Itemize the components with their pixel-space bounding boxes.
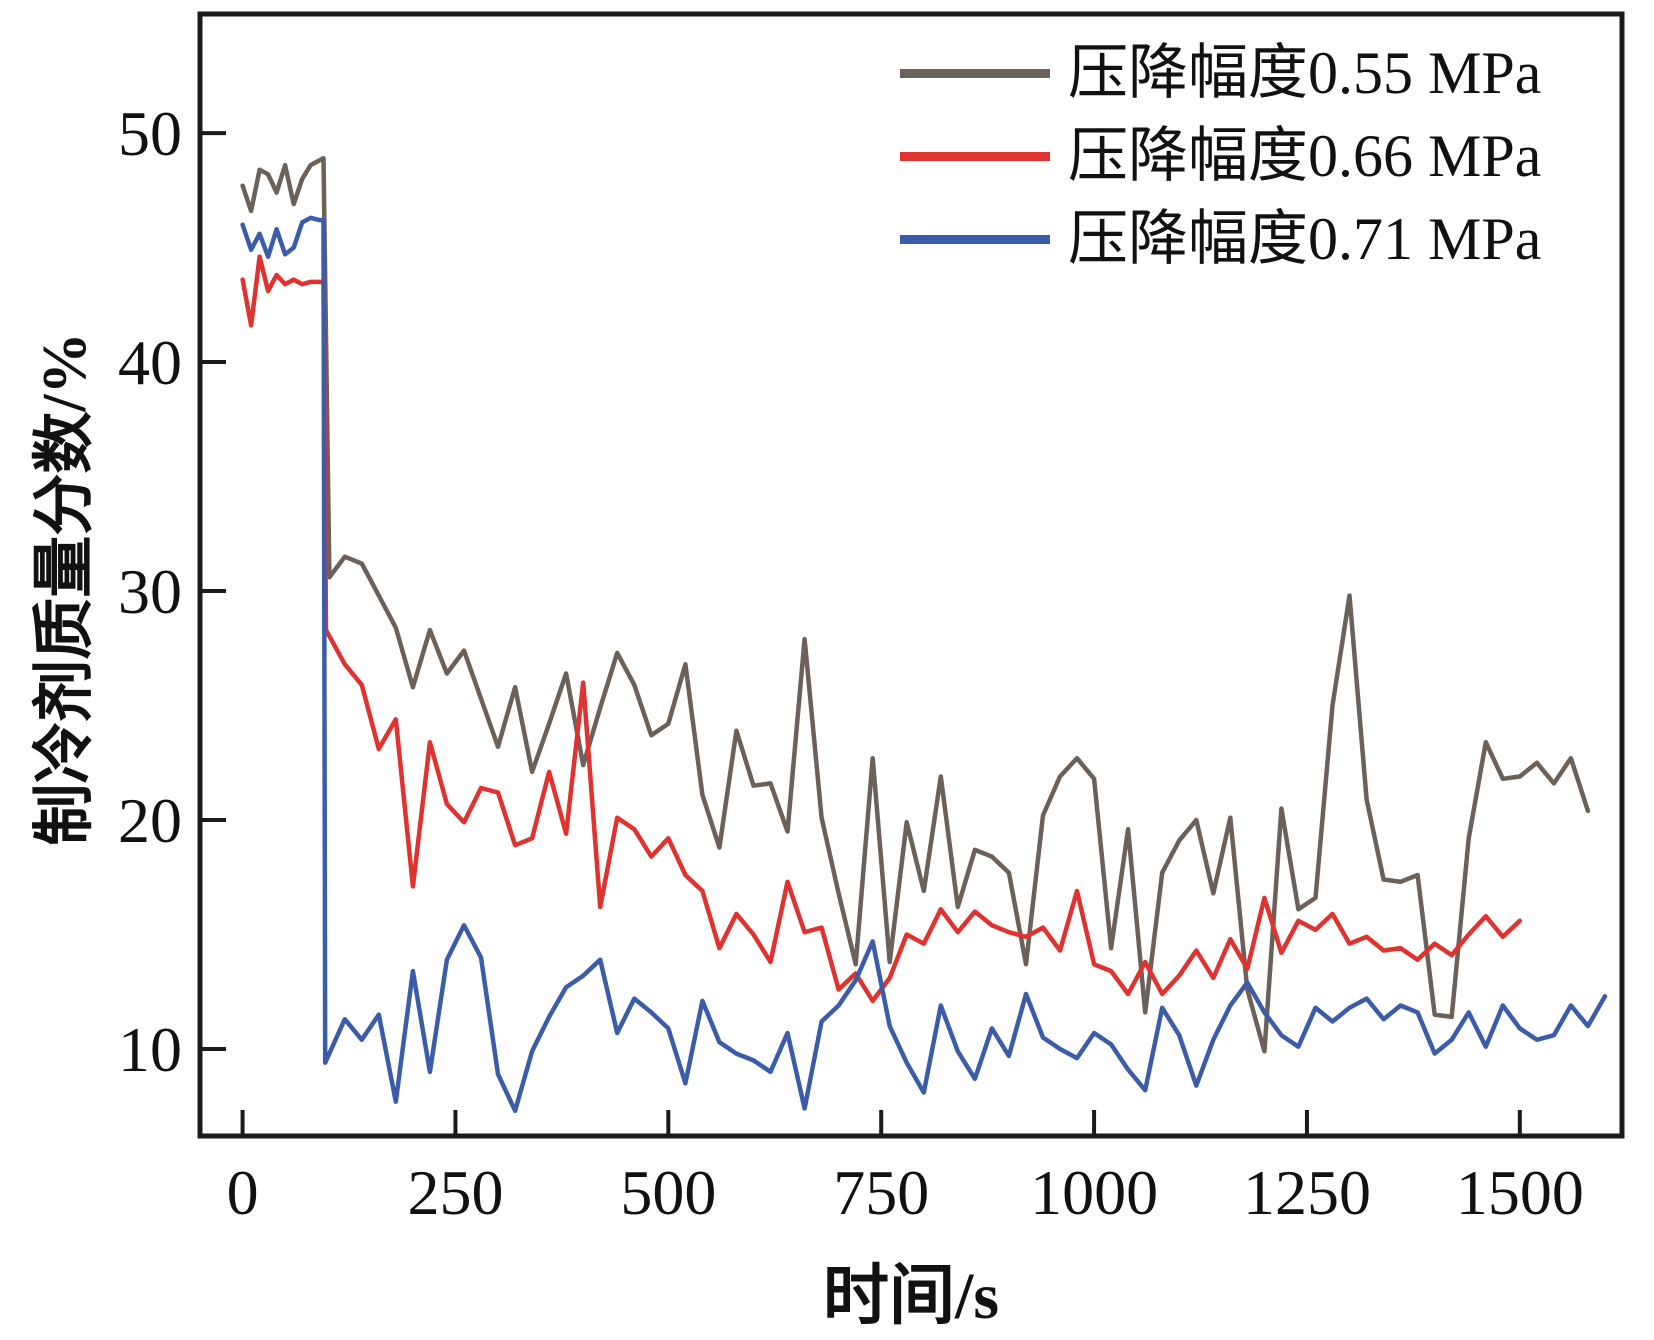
series-line-0	[240, 156, 1591, 1054]
x-tick-label: 500	[620, 1157, 716, 1228]
y-tick-label: 30	[118, 556, 182, 627]
legend-item: 压降幅度0.66 MPa	[900, 125, 1541, 187]
legend-line-swatch-2	[900, 234, 1050, 244]
legend-label: 压降幅度0.71 MPa	[1068, 206, 1542, 272]
y-axis-title: 制冷剂质量分数/%	[31, 332, 99, 846]
y-tick-label: 20	[118, 785, 182, 856]
x-tick-label: 1000	[1030, 1157, 1158, 1228]
y-tick-label: 40	[118, 327, 182, 398]
series-line-1	[240, 254, 1523, 1004]
legend-line-swatch-0	[900, 68, 1050, 78]
x-tick-label: 1500	[1456, 1157, 1584, 1228]
legend-item: 压降幅度0.71 MPa	[900, 208, 1541, 270]
x-tick-label: 1250	[1243, 1157, 1371, 1228]
legend-item: 压降幅度0.55 MPa	[900, 42, 1541, 104]
x-tick-label: 250	[407, 1157, 503, 1228]
x-tick-label: 750	[833, 1157, 929, 1228]
legend: 压降幅度0.55 MPa 压降幅度0.66 MPa 压降幅度0.71 MPa	[900, 42, 1541, 291]
y-tick-label: 50	[118, 98, 182, 169]
y-tick-label: 10	[118, 1014, 182, 1085]
legend-label: 压降幅度0.55 MPa	[1068, 40, 1542, 106]
x-tick-label: 0	[227, 1157, 259, 1228]
x-axis-title: 时间/s	[822, 1260, 1000, 1333]
legend-line-swatch-1	[900, 151, 1050, 161]
plot-frame	[197, 11, 1625, 1139]
series-line-2	[240, 215, 1608, 1114]
legend-label: 压降幅度0.66 MPa	[1068, 123, 1542, 189]
